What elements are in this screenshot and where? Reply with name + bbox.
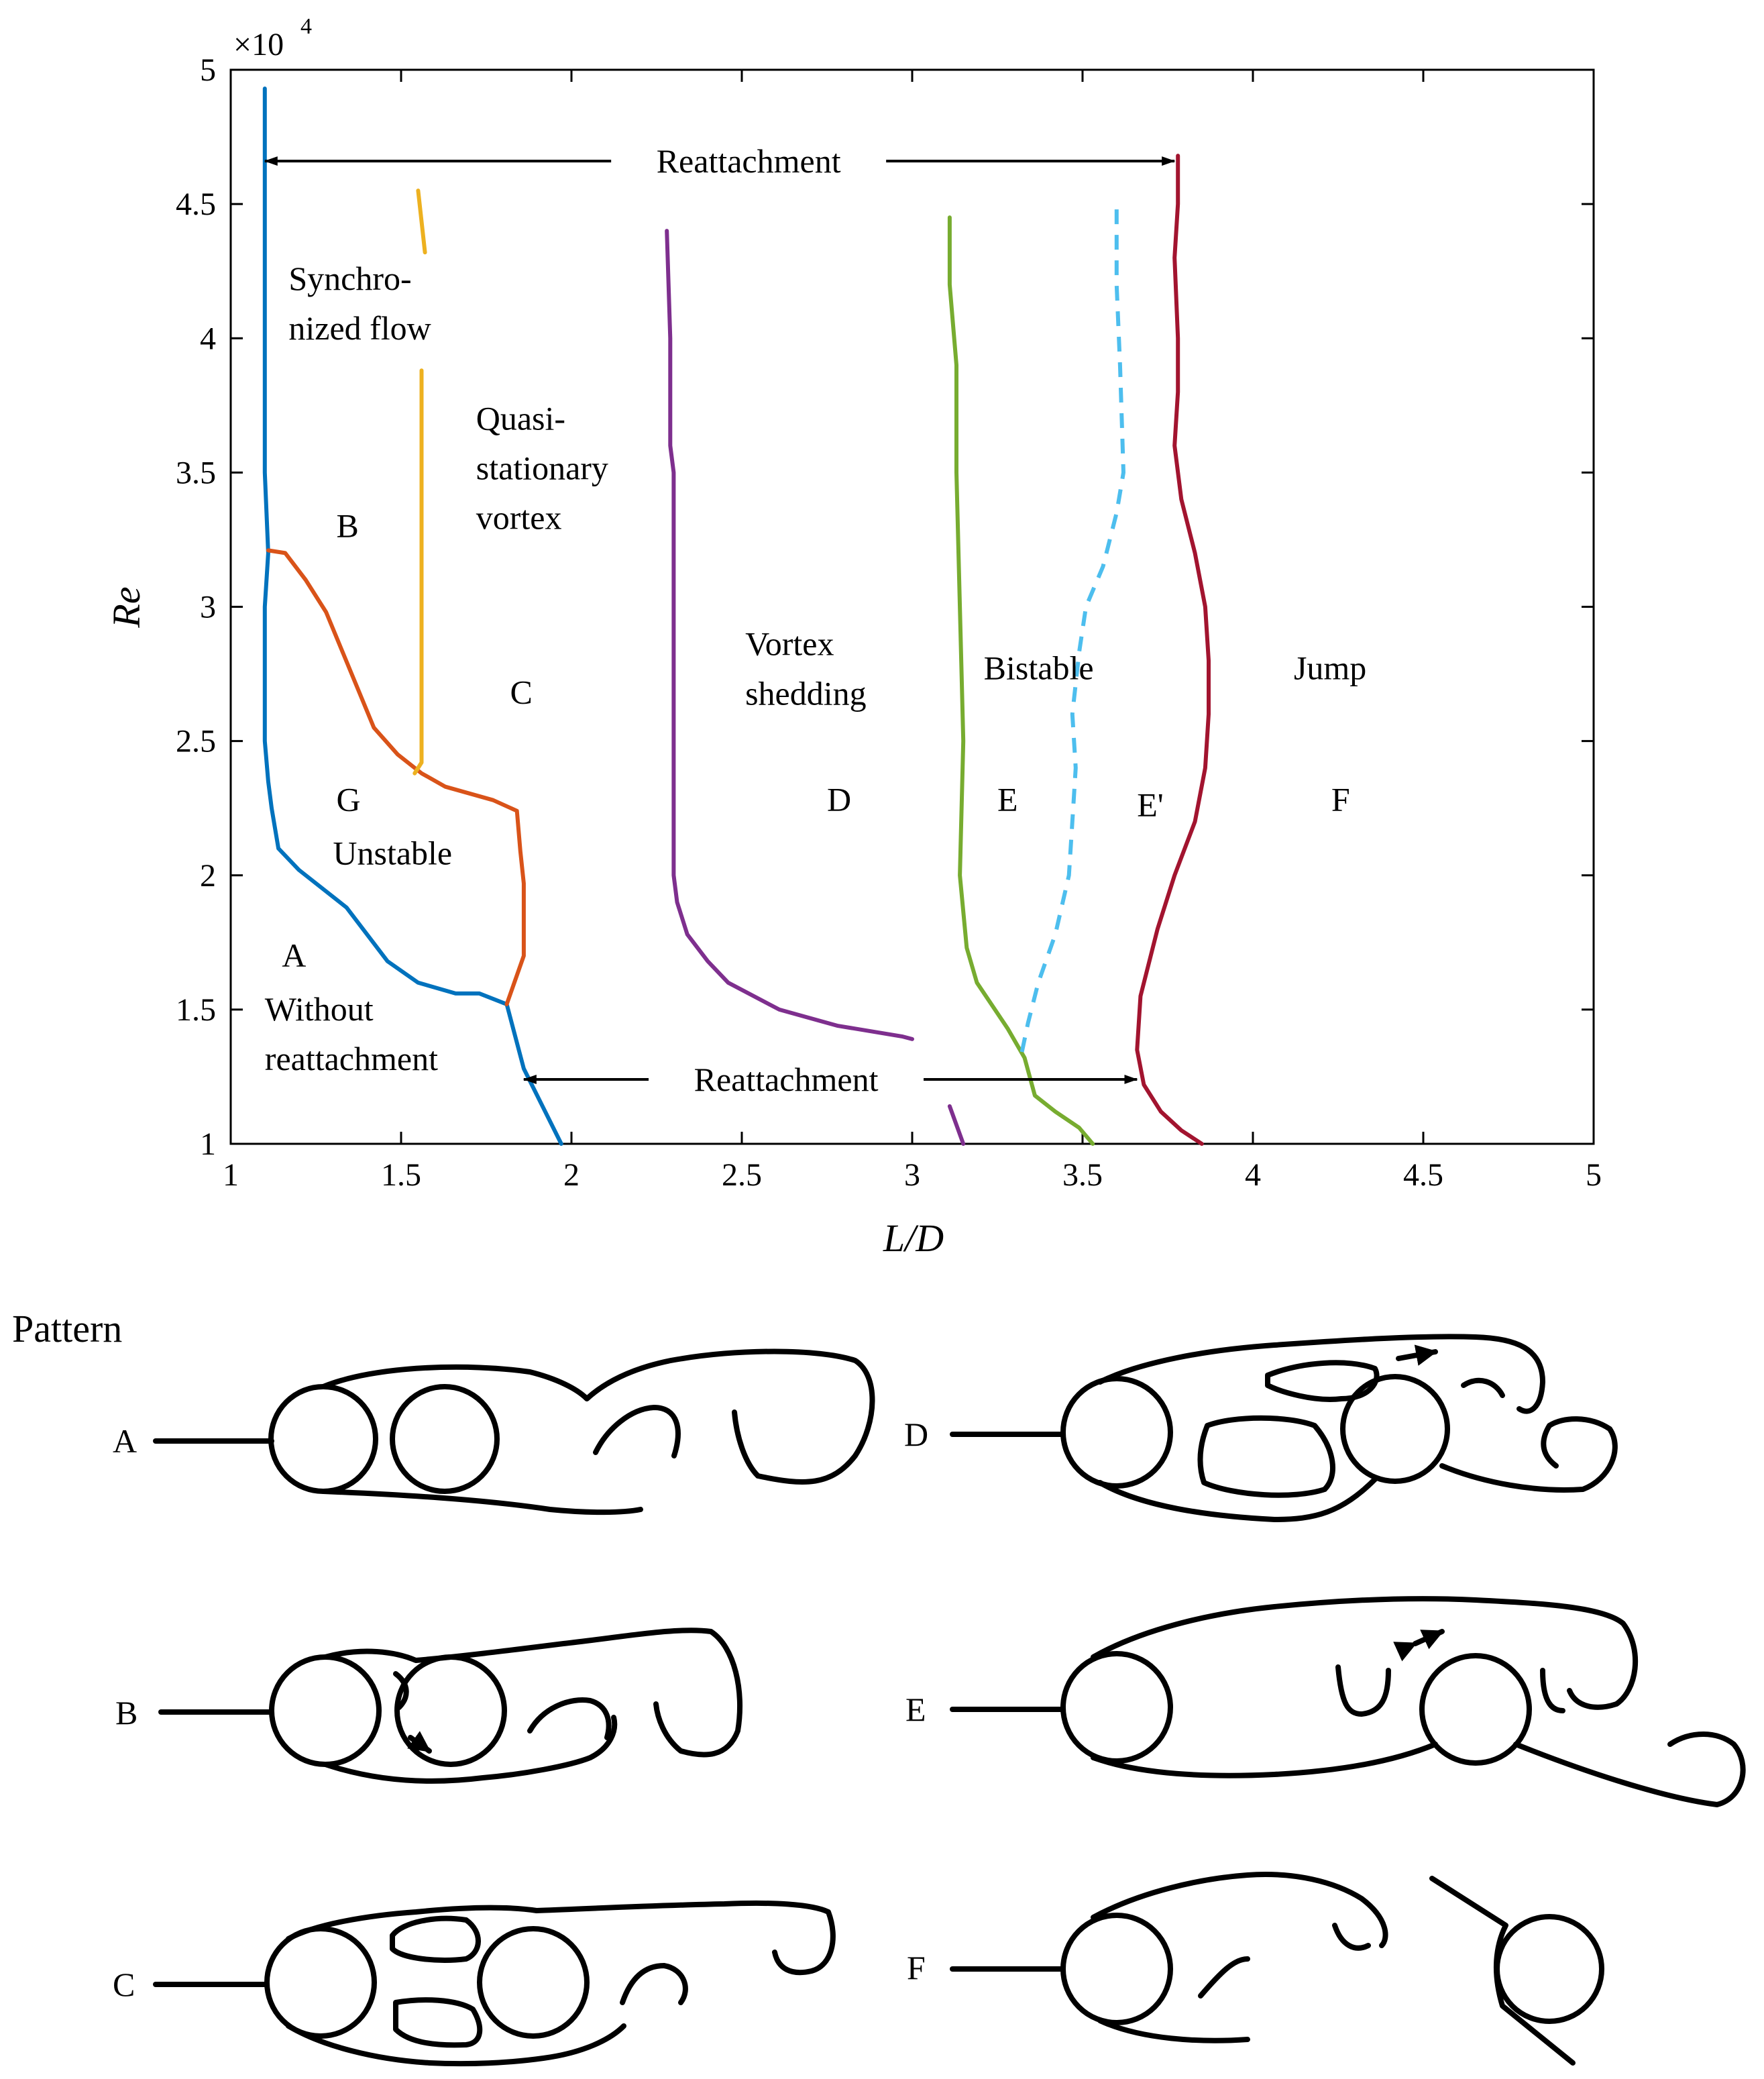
y-multiplier-exponent: 4	[300, 14, 312, 39]
y-tick-label: 1.5	[176, 992, 216, 1028]
pattern-letter-c: C	[113, 1966, 135, 2003]
x-tick-label: 2.5	[722, 1157, 762, 1193]
region-label: Synchro-	[288, 260, 411, 297]
region-label: nized flow	[288, 309, 431, 347]
pattern-b-sketch	[158, 1628, 743, 1784]
reattachment-top-label: Reattachment	[657, 142, 841, 180]
region-label: vortex	[476, 498, 562, 536]
region-label: Without	[265, 990, 374, 1028]
pattern-letter-d: D	[904, 1416, 928, 1453]
x-tick-label: 1.5	[381, 1157, 421, 1193]
region-label: reattachment	[265, 1040, 438, 1077]
series-boundary-yellow-upper	[416, 189, 427, 255]
region-label: C	[510, 674, 533, 711]
region-label: stationary	[476, 449, 608, 486]
pattern-a-sketch	[153, 1348, 875, 1515]
series-boundary-purple-upper	[665, 229, 914, 1041]
pattern-b: B	[115, 1628, 743, 1784]
pattern-f-sketch	[950, 1872, 1604, 2066]
y-tick-label: 4.5	[176, 186, 216, 222]
x-tick-label: 3.5	[1062, 1157, 1103, 1193]
region-label-layer: Synchro-nized flow Quasi-stationary vortex…	[265, 260, 1367, 1077]
region-label: D	[827, 781, 851, 818]
y-multiplier-label: ×10	[233, 27, 284, 62]
pattern-c: C	[113, 1900, 836, 2067]
annotation-layer: Reattachment Reattachment	[264, 142, 1176, 1098]
x-tick-label: 3	[904, 1157, 920, 1193]
region-label: A	[282, 937, 306, 974]
plot-frame	[229, 68, 1595, 1145]
series-boundary-green	[947, 215, 1095, 1146]
region-label: E	[997, 781, 1018, 818]
pattern-letter-e: E	[905, 1691, 926, 1728]
y-axis-title: Re	[105, 586, 148, 628]
region-label: Vortex	[745, 625, 834, 663]
x-tick-label: 1	[223, 1157, 239, 1193]
pattern-c-sketch	[153, 1900, 836, 2067]
series-layer	[262, 87, 1211, 1146]
region-label: G	[336, 781, 360, 818]
region-label: E'	[1137, 786, 1164, 824]
region-label: F	[1331, 781, 1350, 818]
pattern-d-sketch	[950, 1334, 1618, 1522]
series-boundary-orange	[266, 548, 526, 1006]
phase-diagram-chart: 1 1.5 2 2.5 3 3.5 4 4.5 5 11.522.533.544.55 ×10 …	[105, 14, 1602, 1260]
series-boundary-red	[1135, 154, 1211, 1146]
pattern-letter-b: B	[115, 1694, 137, 1731]
y-tick-label: 3.5	[176, 455, 216, 490]
y-tick-label: 1	[200, 1126, 216, 1162]
series-boundary-purple-lower	[947, 1104, 966, 1146]
region-label: Unstable	[333, 835, 452, 872]
x-tick-label: 2	[563, 1157, 580, 1193]
region-label: B	[336, 507, 358, 544]
y-tick-labels: 1 1.5 2 2.5 3 3.5 4 4.5 5	[176, 52, 216, 1162]
x-tick-label: 4	[1245, 1157, 1261, 1193]
pattern-letter-a: A	[113, 1422, 137, 1460]
region-label: Jump	[1294, 649, 1366, 687]
pattern-heading: Pattern	[12, 1307, 122, 1350]
region-label: shedding	[745, 675, 867, 712]
y-tick-label: 4	[200, 321, 216, 356]
x-axis-title: L/D	[883, 1216, 944, 1260]
series-boundary-yellow-lower	[412, 368, 424, 776]
series-boundary-cyan-dashed	[1019, 209, 1125, 1056]
pattern-f: F	[907, 1872, 1604, 2066]
series-boundary-blue	[262, 87, 563, 1146]
x-tick-label: 4.5	[1403, 1157, 1443, 1193]
pattern-e: E	[905, 1596, 1746, 1807]
axis-ticks	[229, 68, 1595, 1145]
x-tick-labels: 1 1.5 2 2.5 3 3.5 4 4.5 5	[223, 1157, 1602, 1193]
pattern-d: D	[904, 1334, 1618, 1522]
reattachment-bottom-label: Reattachment	[694, 1061, 879, 1098]
pattern-letter-f: F	[907, 1949, 926, 1986]
region-label: Quasi-	[476, 399, 565, 437]
y-tick-label: 2	[200, 858, 216, 894]
y-tick-label: 5	[200, 52, 216, 88]
y-tick-label: 3	[200, 590, 216, 625]
pattern-e-sketch	[950, 1596, 1746, 1807]
x-tick-label: 5	[1586, 1157, 1602, 1193]
y-tick-label: 2.5	[176, 724, 216, 759]
pattern-a: A	[113, 1348, 875, 1515]
region-label: Bistable	[984, 649, 1094, 687]
